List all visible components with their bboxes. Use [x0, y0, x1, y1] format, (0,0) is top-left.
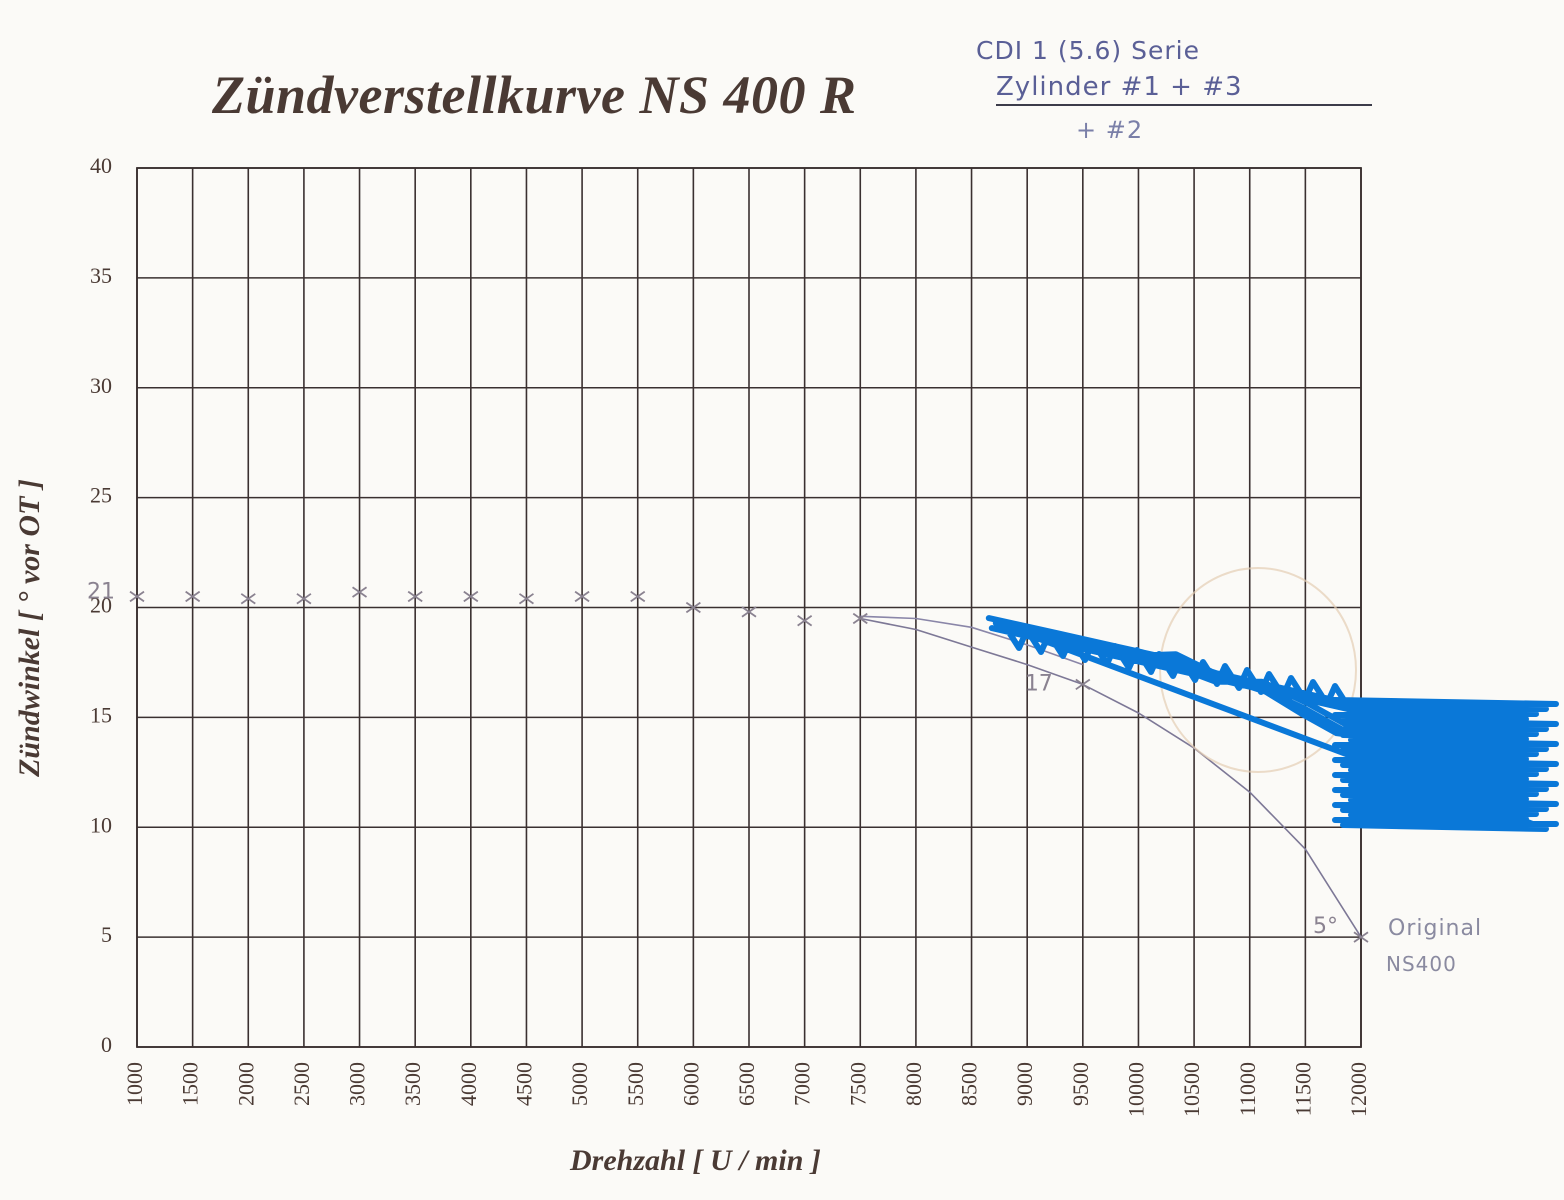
y-tick-label: 10 — [90, 812, 112, 837]
pencil-curve-line — [860, 617, 1362, 938]
x-tick-label: 1000 — [122, 1062, 147, 1106]
cross-stroke — [352, 586, 368, 598]
cross-stroke — [1075, 678, 1091, 691]
pencil-curves — [860, 615, 1362, 938]
cross-marker — [129, 590, 145, 603]
cross-marker — [741, 606, 757, 618]
x-axis-label: Drehzahl [ U / min ] — [570, 1144, 821, 1177]
cross-stroke — [852, 612, 868, 625]
blue-scribble-redaction — [985, 615, 1559, 832]
y-tick-label: 0 — [101, 1032, 112, 1057]
x-tick-label: 5000 — [567, 1062, 592, 1106]
cross-marker — [352, 586, 368, 598]
scribble-stroke — [985, 615, 1559, 832]
x-tick-label: 8500 — [957, 1062, 982, 1106]
cross-marker — [296, 593, 312, 605]
cross-stroke — [129, 590, 145, 603]
handwritten-note-ns400: NS400 — [1386, 952, 1457, 976]
x-tick-label: 2000 — [233, 1062, 258, 1106]
cross-stroke — [240, 593, 256, 605]
handwritten-note-zylinder: Zylinder #1 + #3 — [996, 72, 1243, 102]
handwritten-underline — [996, 104, 1372, 106]
x-tick-label: 9000 — [1012, 1062, 1037, 1106]
x-tick-label: 7500 — [845, 1062, 870, 1106]
annotation-label: 17 — [1025, 671, 1053, 696]
cross-stroke — [518, 593, 534, 605]
x-tick-label: 3000 — [345, 1062, 370, 1106]
y-tick-label: 40 — [90, 153, 112, 178]
y-axis-label: Zündwinkel [ ° vor OT ] — [13, 479, 46, 777]
y-tick-label: 35 — [90, 263, 112, 288]
x-tick-label: 1500 — [178, 1062, 203, 1106]
cross-marker — [797, 615, 813, 627]
cross-marker — [185, 590, 201, 603]
cross-stroke — [574, 590, 590, 603]
y-tick-label: 5 — [101, 922, 112, 947]
annotation-label: 21 — [87, 580, 115, 605]
cross-marker — [1075, 678, 1091, 691]
cross-marker — [240, 593, 256, 605]
cross-marker — [463, 590, 479, 603]
annotations: 21 17 5° — [87, 567, 1357, 939]
cross-stroke — [407, 590, 423, 603]
x-tick-label: 3500 — [400, 1062, 425, 1106]
pencil-curve-line — [860, 615, 1084, 666]
x-tick-label: 4000 — [456, 1062, 481, 1106]
x-tick-label: 11500 — [1290, 1062, 1315, 1116]
cross-marker — [407, 590, 423, 603]
x-tick-label: 11000 — [1235, 1062, 1260, 1116]
y-tick-label: 15 — [90, 702, 112, 727]
cross-stroke — [296, 593, 312, 605]
handwritten-note-plus: + #2 — [1076, 116, 1144, 144]
cross-stroke — [185, 590, 201, 603]
x-tick-label: 2500 — [289, 1062, 314, 1106]
x-tick-labels: 1000 1500 2000 2500 3000 3500 4000 4500 5000 5500… — [122, 1062, 1371, 1117]
data-markers — [129, 586, 1369, 943]
y-tick-label: 30 — [90, 373, 112, 398]
cross-stroke — [463, 590, 479, 603]
x-tick-label: 10500 — [1179, 1062, 1204, 1117]
chart-grid — [136, 167, 1362, 1048]
y-tick-labels: 0 5 10 15 20 25 30 35 40 — [90, 153, 112, 1057]
x-tick-label: 12000 — [1346, 1062, 1371, 1117]
cross-marker — [1353, 931, 1369, 943]
stain-circle — [1159, 567, 1357, 773]
cross-marker — [574, 590, 590, 603]
plot-frame — [136, 167, 1362, 1048]
annotation-label: 5° — [1313, 914, 1338, 939]
x-tick-label: 5500 — [623, 1062, 648, 1106]
x-tick-label: 7000 — [790, 1062, 815, 1106]
x-tick-label: 4500 — [512, 1062, 537, 1106]
x-tick-label: 10000 — [1124, 1062, 1149, 1117]
y-tick-label: 25 — [90, 483, 112, 508]
x-tick-label: 6500 — [734, 1062, 759, 1106]
cross-stroke — [685, 601, 701, 614]
cross-stroke — [741, 606, 757, 618]
x-tick-label: 9500 — [1068, 1062, 1093, 1106]
x-tick-label: 6000 — [678, 1062, 703, 1106]
cross-marker — [630, 590, 646, 603]
x-tick-label: 8000 — [901, 1062, 926, 1106]
cross-stroke — [797, 615, 813, 627]
handwritten-note-original: Original — [1388, 916, 1483, 941]
cross-marker — [518, 593, 534, 605]
handwritten-note-cdi: CDI 1 (5.6) Serie — [976, 36, 1200, 65]
cross-marker — [685, 601, 701, 614]
cross-stroke — [1353, 931, 1369, 943]
page-title: Zündverstellkurve NS 400 R — [212, 65, 857, 125]
y-tick-label: 20 — [90, 593, 112, 618]
cross-marker — [852, 612, 868, 625]
cross-stroke — [630, 590, 646, 603]
